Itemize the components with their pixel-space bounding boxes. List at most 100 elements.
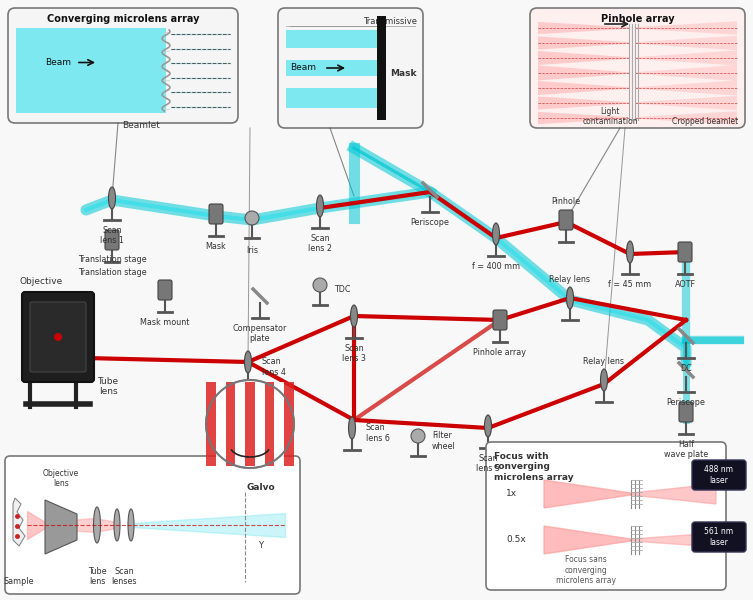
Text: Beam: Beam [290, 64, 316, 73]
Bar [284, 382, 294, 466]
Polygon shape [635, 80, 737, 95]
FancyBboxPatch shape [692, 522, 746, 552]
Polygon shape [631, 484, 716, 504]
Polygon shape [544, 480, 631, 508]
Ellipse shape [114, 509, 120, 541]
Ellipse shape [349, 417, 355, 439]
Text: Light
contamination: Light contamination [582, 107, 638, 126]
FancyBboxPatch shape [692, 460, 746, 490]
Polygon shape [635, 36, 737, 50]
Bar [236, 382, 245, 466]
FancyBboxPatch shape [493, 310, 507, 330]
FancyBboxPatch shape [5, 456, 300, 594]
Ellipse shape [484, 415, 492, 437]
Text: Scan
lenses: Scan lenses [111, 566, 137, 586]
Text: Objective
lens: Objective lens [43, 469, 79, 488]
Polygon shape [13, 498, 25, 546]
Polygon shape [635, 96, 737, 110]
Polygon shape [538, 22, 629, 34]
Polygon shape [538, 81, 629, 95]
Text: Scan
lens 1: Scan lens 1 [100, 226, 124, 245]
Circle shape [411, 429, 425, 443]
Ellipse shape [350, 305, 358, 327]
FancyBboxPatch shape [105, 230, 119, 250]
Text: Half
wave plate: Half wave plate [664, 440, 708, 460]
Text: Pinhole: Pinhole [551, 197, 581, 206]
Polygon shape [635, 65, 737, 81]
Circle shape [313, 278, 327, 292]
Text: Scan
lens 5: Scan lens 5 [476, 454, 500, 473]
FancyBboxPatch shape [530, 8, 745, 128]
Text: DC: DC [680, 364, 692, 373]
Ellipse shape [128, 509, 134, 541]
Ellipse shape [600, 369, 608, 391]
Text: 1x: 1x [506, 490, 517, 499]
Ellipse shape [316, 195, 324, 217]
Text: Pinhole array: Pinhole array [474, 348, 526, 357]
Polygon shape [538, 112, 629, 124]
Text: Pinhole array: Pinhole array [601, 14, 675, 24]
Polygon shape [631, 533, 716, 547]
Text: AOTF: AOTF [675, 280, 696, 289]
Text: Tube
lens: Tube lens [87, 566, 106, 586]
Polygon shape [635, 21, 737, 35]
Text: Mask: Mask [206, 242, 227, 251]
Bar [216, 382, 226, 466]
Text: Scan
lens 6: Scan lens 6 [366, 424, 390, 443]
Text: Galvo: Galvo [247, 483, 276, 492]
Polygon shape [544, 526, 631, 554]
Text: Relay lens: Relay lens [584, 357, 624, 366]
Circle shape [206, 380, 294, 468]
Bar [245, 382, 255, 466]
FancyBboxPatch shape [486, 442, 726, 590]
Text: f = 45 mm: f = 45 mm [608, 280, 651, 289]
Text: Relay lens: Relay lens [550, 275, 590, 284]
Polygon shape [635, 111, 737, 125]
Text: Focus sans
converging
microlens array: Focus sans converging microlens array [556, 555, 616, 585]
Ellipse shape [245, 351, 252, 373]
Circle shape [245, 211, 259, 225]
Text: Scan
lens 2: Scan lens 2 [308, 234, 332, 253]
Polygon shape [45, 500, 77, 554]
FancyBboxPatch shape [209, 204, 223, 224]
Text: Cropped beamlet: Cropped beamlet [672, 117, 738, 126]
Polygon shape [635, 50, 737, 65]
Text: Translation stage: Translation stage [78, 268, 146, 277]
Text: Filter
wheel: Filter wheel [432, 431, 456, 451]
Circle shape [54, 333, 62, 341]
FancyBboxPatch shape [679, 402, 693, 422]
Text: Transmissive: Transmissive [363, 17, 417, 26]
Polygon shape [538, 97, 629, 110]
FancyBboxPatch shape [22, 292, 94, 382]
Bar [206, 382, 216, 466]
Ellipse shape [492, 223, 499, 245]
FancyBboxPatch shape [286, 60, 379, 76]
FancyBboxPatch shape [559, 210, 573, 230]
Text: Focus with
converging
microlens array: Focus with converging microlens array [494, 452, 574, 482]
Bar [264, 382, 274, 466]
Bar [274, 382, 284, 466]
Text: Periscope: Periscope [410, 218, 450, 227]
Text: Scan
lens 3: Scan lens 3 [342, 344, 366, 364]
FancyBboxPatch shape [8, 8, 238, 123]
Text: 0.5x: 0.5x [506, 535, 526, 545]
Text: Mask: Mask [391, 68, 417, 77]
Text: Mask mount: Mask mount [140, 318, 190, 327]
Text: Objective: Objective [20, 277, 63, 286]
Text: Iris: Iris [246, 246, 258, 255]
Text: 488 nm
laser: 488 nm laser [705, 466, 733, 485]
Bar [255, 382, 264, 466]
Text: Tube
lens: Tube lens [97, 377, 118, 397]
FancyBboxPatch shape [377, 16, 386, 120]
Text: Y: Y [258, 541, 264, 550]
Ellipse shape [93, 507, 100, 543]
Text: Beam: Beam [45, 58, 71, 67]
Text: Compensator
plate: Compensator plate [233, 324, 287, 343]
FancyBboxPatch shape [286, 30, 379, 48]
FancyBboxPatch shape [158, 280, 172, 300]
Polygon shape [538, 65, 629, 80]
FancyBboxPatch shape [678, 242, 692, 262]
FancyBboxPatch shape [30, 302, 86, 372]
FancyBboxPatch shape [16, 28, 166, 113]
Text: TDC: TDC [334, 286, 350, 295]
